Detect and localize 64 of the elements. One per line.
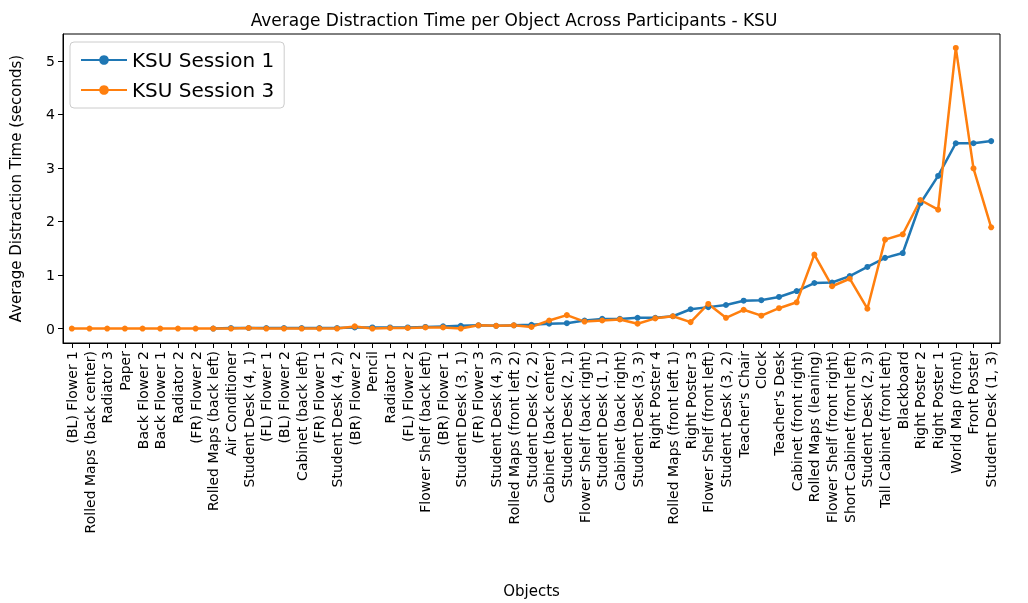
x-axis-title: Objects (503, 581, 561, 600)
x-tick-label: Student Desk (1, 1) (594, 351, 611, 488)
x-tick-label: Student Desk (4, 1) (240, 351, 257, 488)
legend-label: KSU Session 3 (132, 78, 275, 102)
x-tick-label: Pencil (364, 351, 381, 392)
x-tick-label: Flower Shelf (back left) (417, 351, 434, 513)
y-tick-label: 0 (46, 320, 55, 337)
x-tick-label: Student Desk (2, 3) (859, 351, 876, 488)
x-tick-label: Radiator 3 (99, 351, 116, 424)
x-tick-label: Teacher's Desk (771, 350, 788, 457)
x-tick-label: Rolled Maps (back left) (205, 351, 222, 512)
x-tick-label: Clock (753, 350, 770, 390)
x-tick-label: Right Poster 1 (930, 351, 947, 450)
x-tick-label: (FL) Flower 1 (258, 351, 275, 442)
x-tick-label: Flower Shelf (back right) (576, 351, 593, 523)
x-tick-label: Student Desk (2, 1) (558, 351, 575, 488)
x-tick-label: Air Conditioner (222, 350, 239, 456)
x-tick-label: (FL) Flower 2 (399, 351, 416, 442)
x-tick-label: World Map (front) (947, 351, 964, 474)
x-tick-label: (FR) Flower 2 (187, 351, 204, 444)
x-tick-label: Student Desk (1, 3) (983, 351, 1000, 488)
x-tick-label: Tall Cabinet (front left) (877, 351, 894, 509)
x-tick-label: Rolled Maps (leaning) (806, 351, 823, 503)
x-tick-label: Paper (116, 350, 133, 391)
x-tick-label: Student Desk (3, 1) (452, 351, 469, 488)
y-tick-label: 5 (46, 52, 55, 69)
x-tick-label: Student Desk (4, 2) (329, 351, 346, 488)
x-tick-label: Right Poster 4 (647, 350, 664, 450)
x-tick-label: Rolled Maps (back center) (81, 351, 98, 534)
x-tick-label: (BR) Flower 2 (346, 351, 363, 446)
chart-title: Average Distraction Time per Object Across Participants - KSU (250, 9, 778, 30)
x-tick-label: (BL) Flower 1 (63, 351, 80, 444)
x-tick-label: (BL) Flower 2 (275, 351, 292, 444)
x-tick-label: Student Desk (4, 3) (488, 351, 505, 488)
x-tick-label: Rolled Maps (front left 1) (664, 351, 681, 525)
x-tick-label: Radiator 1 (382, 351, 399, 424)
x-tick-label: Back Flower 2 (134, 351, 151, 450)
x-tick-label: Right Poster 2 (912, 351, 929, 450)
x-tick-label: Cabinet (back right) (611, 351, 628, 492)
x-tick-label: Rolled Maps (front left 2) (505, 351, 522, 525)
x-tick-label: Blackboard (894, 351, 911, 430)
x-tick-label: (BR) Flower 1 (435, 351, 452, 446)
x-tick-label: Student Desk (2, 2) (523, 351, 540, 488)
y-tick-label: 2 (46, 213, 55, 230)
x-tick-label: Right Poster 3 (682, 351, 699, 450)
x-tick-label: (FR) Flower 1 (311, 351, 328, 444)
y-axis-title: Average Distraction Time (seconds) (6, 54, 25, 323)
x-tick-label: Student Desk (3, 2) (717, 351, 734, 488)
x-tick-label: Short Cabinet (front left) (841, 351, 858, 523)
x-tick-label: Front Poster (965, 350, 982, 435)
x-tick-label: Cabinet (back left) (293, 351, 310, 481)
x-tick-label: Cabinet (front right) (788, 351, 805, 492)
x-tick-label: Cabinet (back center) (541, 351, 558, 504)
x-tick-label: Teacher's Chair (735, 350, 752, 459)
x-tick-label: Radiator 2 (169, 351, 186, 424)
y-tick-label: 3 (46, 159, 55, 176)
y-tick-label: 4 (46, 106, 56, 123)
x-tick-label: Flower Shelf (front right) (824, 351, 841, 523)
y-tick-label: 1 (46, 266, 55, 283)
legend-label: KSU Session 1 (132, 48, 275, 72)
x-tick-label: (FR) Flower 3 (470, 351, 487, 444)
x-tick-label: Flower Shelf (front left) (700, 351, 717, 513)
x-tick-label: Student Desk (3, 3) (629, 351, 646, 488)
x-tick-label: Back Flower 1 (152, 351, 169, 450)
